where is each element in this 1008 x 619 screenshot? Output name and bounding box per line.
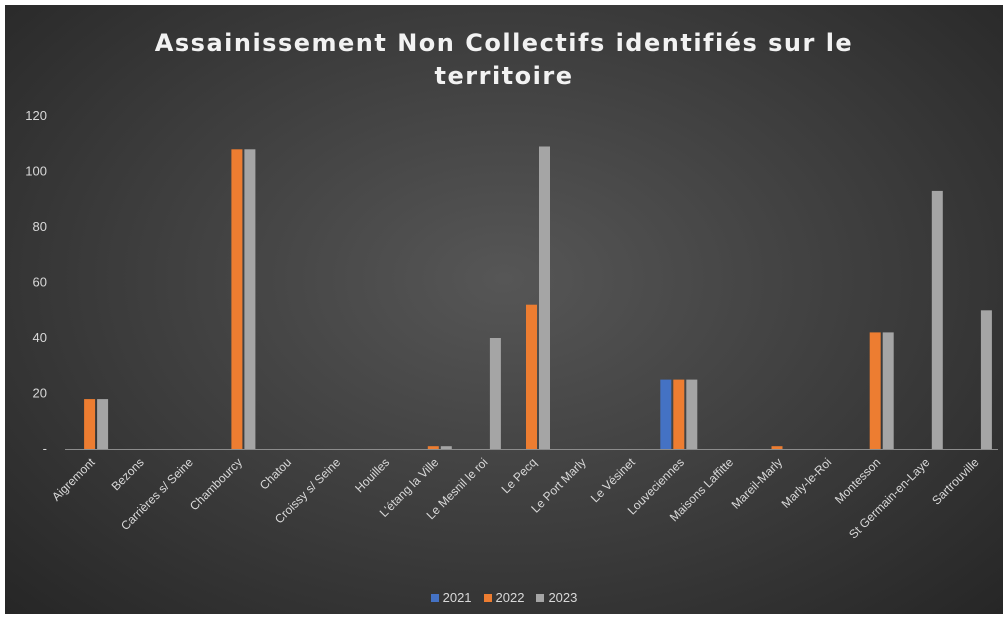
bar-2021-12	[660, 379, 672, 449]
x-tick-label: Houilles	[352, 455, 392, 495]
legend-item-2023: 2023	[536, 590, 577, 605]
bar-2023-12	[686, 379, 698, 449]
bar-2022-9	[526, 304, 537, 449]
bar-2023-0	[97, 399, 109, 449]
x-tick-label: Le Vésinet	[588, 455, 638, 505]
bar-2022-0	[84, 399, 96, 449]
x-tick-label: Le Pecq	[499, 455, 540, 496]
y-tick-label: 80	[33, 219, 47, 234]
chart-card: Assainissement Non Collectifs identifiés…	[5, 5, 1003, 614]
x-tick-label: Bezons	[109, 455, 147, 493]
x-tick-label: St Germain-en-Laye	[846, 455, 933, 542]
bar-2022-12	[673, 379, 685, 449]
legend-item-2021: 2021	[430, 590, 472, 605]
bar-2022-3	[231, 149, 243, 450]
bar-2023-9	[539, 146, 550, 449]
legend: 2021 2022 2023	[5, 590, 1003, 605]
bar-2023-7	[440, 446, 452, 449]
y-tick-label: 100	[25, 164, 47, 179]
bar-2023-17	[931, 190, 943, 449]
legend-swatch	[536, 593, 545, 602]
bar-2023-3	[244, 149, 256, 450]
y-tick-label: 120	[25, 108, 47, 123]
x-tick-label: Aigremont	[49, 455, 98, 504]
legend-label: 2023	[548, 590, 578, 605]
bar-2022-14	[771, 446, 783, 449]
bar-2023-16	[882, 332, 894, 449]
x-tick-label: Montesson	[832, 455, 883, 506]
y-tick-label: 40	[33, 330, 47, 345]
legend-swatch	[483, 593, 492, 602]
legend-swatch	[430, 593, 439, 602]
y-tick-label: 20	[33, 386, 47, 401]
legend-label: 2022	[495, 590, 525, 605]
bar-2023-18	[980, 310, 992, 450]
x-tick-label: Marly-le-Roi	[779, 455, 835, 511]
bar-2022-16	[869, 332, 881, 449]
bar-2022-7	[427, 446, 439, 449]
x-tick-label: Mareil-Marly	[729, 455, 786, 512]
x-tick-label: Sartrouville	[929, 455, 982, 508]
legend-label: 2021	[442, 590, 472, 605]
chart-title: Assainissement Non Collectifs identifiés…	[154, 29, 854, 90]
y-tick-label: -	[43, 441, 47, 456]
x-tick-label: Chatou	[257, 455, 294, 492]
x-tick-label: Chambourcy	[187, 455, 245, 513]
bar-2023-8	[489, 338, 501, 449]
y-tick-label: 60	[33, 275, 47, 290]
legend-item-2022: 2022	[483, 590, 525, 605]
